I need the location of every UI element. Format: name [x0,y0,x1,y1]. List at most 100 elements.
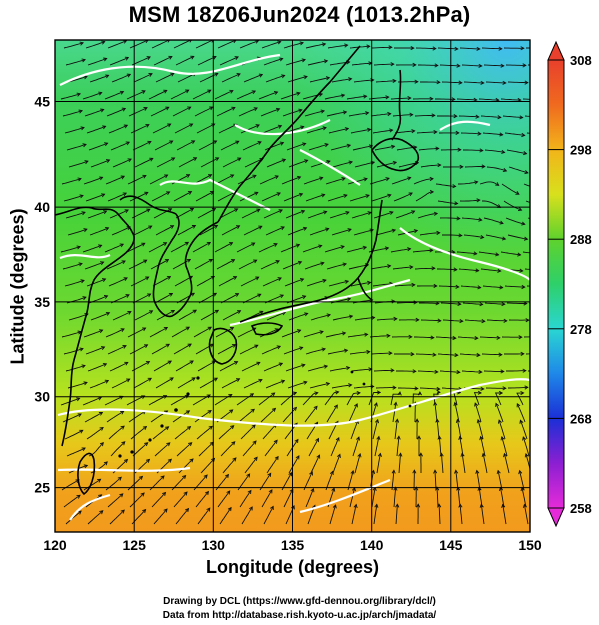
streamline-arrowhead [516,402,521,408]
streamline-arrowhead [98,412,104,416]
streamline [459,353,480,356]
streamline [420,164,441,168]
streamline [346,95,367,100]
streamline [302,245,322,253]
streamline-arrowhead [77,177,82,182]
streamline-arrowhead [481,164,486,169]
colorbar-max-arrow [547,40,565,61]
streamline [456,251,477,255]
streamline [435,183,456,187]
streamline-arrowhead [413,229,419,234]
streamline-arrowhead [431,266,436,271]
streamline [396,301,417,304]
streamline-arrowhead [167,123,172,128]
streamline [326,263,347,270]
streamline [152,276,171,287]
streamline [110,141,130,151]
streamline [310,314,331,321]
streamline-arrowhead [433,129,438,135]
streamline-arrowhead [192,309,198,314]
streamline-arrowhead [495,252,500,257]
streamline-arrowhead [105,74,110,79]
streamline [507,81,528,84]
streamline-arrowhead [258,378,263,383]
streamline [529,387,530,388]
streamline-arrowhead [365,194,370,199]
streamline [261,345,281,355]
streamline-arrowhead [520,351,525,356]
streamline [461,64,482,67]
streamline [110,441,126,457]
streamline [419,387,440,390]
streamline-arrowhead [391,299,396,304]
streamline-arrowhead [363,177,368,182]
streamline-arrowhead [429,189,435,194]
streamline [152,123,171,134]
streamline [62,413,82,423]
streamline [178,309,197,321]
streamline [325,471,334,491]
streamline-arrowhead [373,402,378,407]
streamline [244,158,264,168]
streamline-arrowhead [101,278,107,282]
streamline-arrowhead [303,380,308,385]
streamline-arrowhead [163,508,168,513]
streamline-arrowhead [126,73,132,78]
streamline [308,143,329,151]
streamline-arrowhead [254,191,259,196]
streamline-arrowhead [376,390,382,395]
streamline-arrowhead [315,437,319,443]
streamline-arrowhead [278,209,283,214]
streamline [455,470,459,491]
streamline-arrowhead [479,302,484,307]
streamline-arrowhead [415,418,420,423]
streamline-arrowhead [319,330,324,335]
streamline [482,285,503,289]
streamline-arrowhead [167,208,173,212]
streamline [347,470,354,491]
streamline [287,76,308,83]
streamline-arrowhead [520,390,525,396]
streamline-arrowhead [168,293,174,297]
streamline-arrowhead [326,159,331,164]
streamline-arrowhead [105,311,111,316]
streamline [436,419,440,440]
streamline-arrowhead [477,131,482,136]
streamline-arrowhead [148,225,153,230]
streamline-arrowhead [213,140,218,145]
streamline [418,147,439,151]
streamline-arrowhead [77,413,82,418]
streamline-arrowhead [81,364,86,369]
streamline [392,266,413,270]
streamline [485,234,506,240]
streamline [524,115,530,117]
streamline [307,211,327,219]
streamline [265,74,285,83]
streamline [241,208,261,219]
streamline [214,242,233,253]
streamline-arrowhead [302,295,307,300]
streamline-arrowhead [435,418,440,423]
streamline [131,361,150,372]
streamline-arrowhead [231,344,237,348]
streamline [173,40,192,49]
streamline-arrowhead [519,115,524,120]
streamline [282,407,297,423]
streamline [373,369,394,372]
streamline [437,200,458,204]
streamline [531,167,550,171]
streamline [261,41,281,49]
streamline [109,209,129,219]
streamline [151,492,166,508]
x-tick-label: 135 [281,537,305,553]
streamline-arrowhead [388,45,393,50]
streamline-arrowhead [348,160,354,165]
streamline [415,47,436,50]
streamline-arrowhead [253,456,258,461]
streamline-arrowhead [80,126,85,131]
streamline [287,381,307,389]
streamline-arrowhead [79,429,84,434]
streamline-arrowhead [455,284,460,289]
streamline-arrowhead [397,391,402,396]
streamline-arrowhead [257,141,262,145]
